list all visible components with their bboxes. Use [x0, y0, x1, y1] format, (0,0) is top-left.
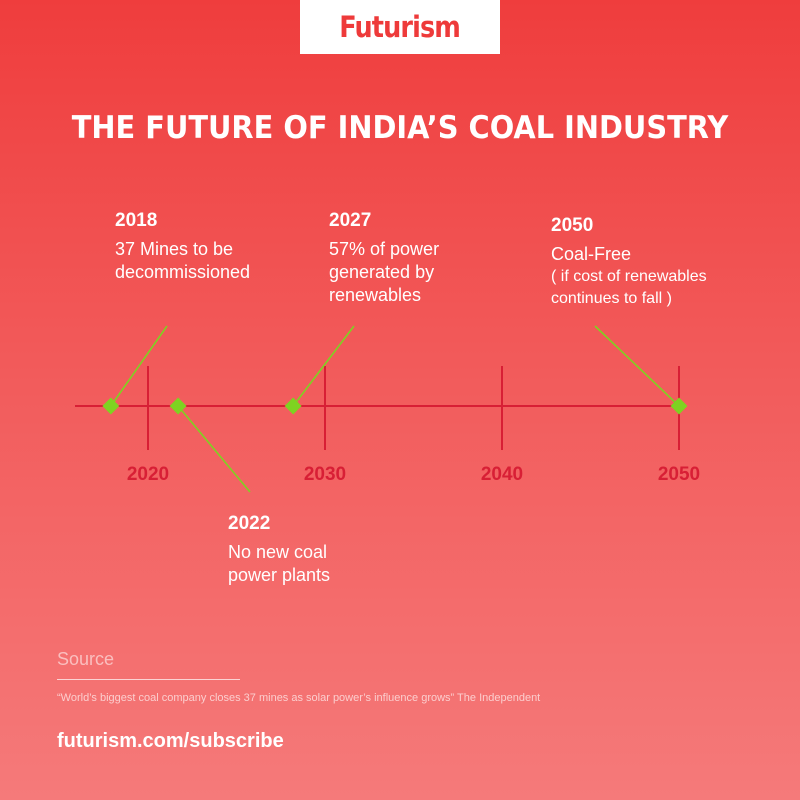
event-description: 57% of power generated by renewables — [329, 239, 440, 305]
source-divider — [57, 679, 240, 680]
event-2018: 2018 37 Mines to be decommissioned — [115, 210, 275, 284]
logo-text: Futurism — [339, 10, 462, 44]
event-note: ( if cost of renewables continues to fal… — [551, 268, 707, 307]
marker-2022 — [169, 397, 187, 415]
page-title: THE FUTURE OF INDIA’S COAL INDUSTRY — [71, 110, 729, 146]
event-2022: 2022 No new coal power plants — [228, 513, 358, 587]
event-year: 2022 — [228, 513, 271, 534]
connector-2050 — [594, 325, 680, 407]
event-year: 2018 — [115, 210, 158, 231]
event-2050: 2050 Coal-Free ( if cost of renewables c… — [551, 215, 731, 310]
event-year: 2027 — [329, 210, 372, 231]
marker-2027 — [284, 397, 302, 415]
timeline-ticks: 2020 2030 2040 2050 — [127, 366, 700, 485]
futurism-logo[interactable]: Futurism — [300, 0, 500, 54]
tick-label-2020: 2020 — [127, 464, 169, 485]
event-2027: 2027 57% of power generated by renewable… — [329, 210, 464, 307]
event-description: No new coal power plants — [228, 542, 331, 585]
event-markers — [102, 397, 688, 415]
event-year: 2050 — [551, 215, 594, 236]
tick-label-2050: 2050 — [658, 464, 700, 485]
source-citation: “World’s biggest coal company closes 37 … — [57, 692, 541, 704]
connector-2022 — [177, 405, 251, 493]
connector-2018 — [110, 325, 168, 407]
marker-2018 — [102, 397, 120, 415]
event-description: Coal-Free — [551, 244, 632, 264]
event-connectors — [110, 325, 680, 493]
event-description: 37 Mines to be decommissioned — [115, 239, 251, 282]
connector-2027 — [292, 325, 355, 407]
source-label: Source — [57, 649, 115, 669]
marker-2050 — [670, 397, 688, 415]
subscribe-link[interactable]: futurism.com/subscribe — [57, 730, 284, 752]
tick-label-2030: 2030 — [304, 464, 346, 485]
tick-label-2040: 2040 — [481, 464, 523, 485]
